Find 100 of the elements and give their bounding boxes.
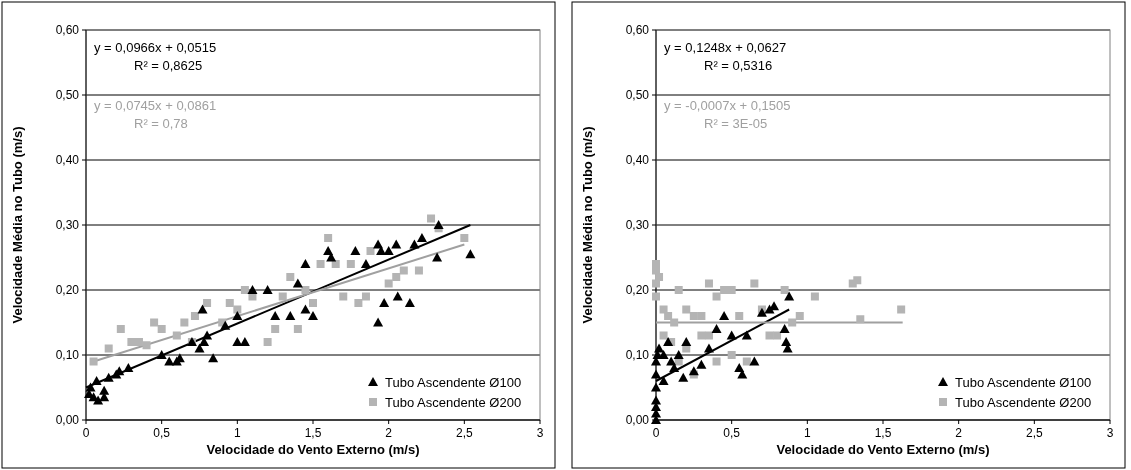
annotation: R² = 0,78 [134, 116, 188, 131]
point [696, 359, 707, 369]
y-tick-label: 0,40 [55, 153, 80, 168]
point [142, 341, 151, 350]
point [432, 252, 443, 262]
point [263, 338, 272, 346]
point [678, 372, 689, 382]
legend-label: Tubo Ascendente Ø200 [385, 394, 522, 410]
point [156, 350, 167, 359]
point [414, 266, 423, 275]
point [651, 382, 661, 392]
point [346, 260, 355, 268]
point [784, 291, 795, 301]
x-tick-label: 3 [536, 426, 544, 440]
y-tick-label: 0,60 [55, 23, 80, 38]
point [89, 357, 98, 366]
point [652, 279, 660, 288]
point [202, 330, 213, 340]
point [91, 376, 102, 385]
point [203, 299, 212, 307]
point [354, 299, 363, 307]
point [773, 331, 782, 340]
point [697, 331, 706, 340]
y-tick-label: 0,10 [625, 348, 650, 363]
x-tick-label: 2 [385, 426, 393, 440]
x-tick-label: 0 [652, 426, 660, 440]
point [712, 357, 721, 366]
y-tick-label: 0,30 [55, 218, 80, 233]
point [664, 312, 673, 320]
legend-label: Tubo Ascendente Ø100 [385, 374, 522, 390]
point [157, 325, 166, 333]
point [682, 305, 691, 314]
point [433, 220, 444, 229]
point [669, 363, 680, 372]
point [232, 311, 243, 320]
x-tick-label: 3 [1106, 426, 1114, 440]
point [781, 337, 792, 346]
point [658, 376, 669, 385]
point [220, 320, 231, 330]
point [326, 252, 337, 262]
point [316, 260, 325, 268]
point [127, 338, 136, 346]
point [742, 357, 751, 366]
y-tick-label: 0,20 [55, 283, 80, 298]
y-tick-label: 0,50 [625, 88, 650, 103]
x-tick-label: 0 [82, 426, 90, 440]
point [659, 331, 668, 340]
point [719, 311, 730, 320]
point [727, 286, 736, 294]
point [123, 363, 134, 372]
point [409, 239, 420, 249]
point [712, 292, 721, 301]
point [704, 331, 713, 340]
point [460, 234, 469, 242]
point [208, 353, 219, 363]
point [85, 382, 96, 392]
annotation: R² = 0,8625 [134, 58, 203, 73]
point [427, 214, 436, 223]
point [897, 305, 906, 314]
y-tick-label: 0,00 [625, 413, 650, 428]
x-tick-label: 0,5 [723, 426, 741, 440]
point [711, 324, 722, 333]
point [93, 395, 104, 405]
x-tick-label: 0,5 [153, 426, 171, 440]
point [164, 356, 175, 366]
point [652, 292, 660, 301]
point [172, 331, 181, 340]
annotation: R² = 0,5316 [704, 58, 773, 73]
y-tick-label: 0,10 [55, 348, 80, 363]
point [339, 292, 348, 301]
point [703, 343, 714, 353]
point [734, 363, 745, 372]
point [350, 246, 361, 255]
point [233, 305, 242, 314]
point [391, 239, 402, 249]
point [194, 343, 205, 353]
point [292, 278, 303, 288]
point [324, 234, 333, 242]
x-axis-title: Velocidade do Vento Externo (m/s) [206, 442, 420, 457]
point [379, 298, 390, 307]
point [779, 324, 790, 333]
point [180, 318, 189, 327]
point [673, 350, 684, 359]
point [704, 279, 713, 288]
point [366, 247, 375, 255]
point [197, 304, 208, 314]
point [104, 344, 113, 353]
point [360, 259, 371, 268]
point [856, 315, 865, 324]
x-tick-label: 2,5 [455, 426, 473, 440]
point [853, 276, 862, 285]
y-axis-title: Velocidade Média no Tubo (m/s) [10, 126, 25, 324]
point [399, 266, 408, 275]
annotation: y = 0,0966x + 0,0515 [94, 40, 217, 55]
point [247, 285, 258, 294]
point [651, 369, 661, 379]
point [225, 299, 234, 307]
point [726, 330, 737, 340]
x-tick-label: 2,5 [1025, 426, 1043, 440]
point [271, 325, 280, 333]
